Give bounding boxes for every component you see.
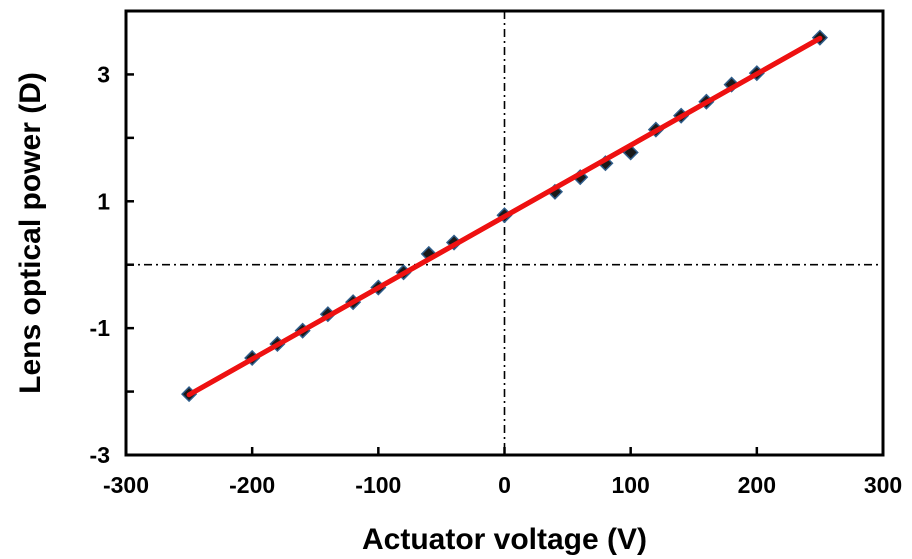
y-tick-label: -1 [90, 315, 111, 341]
x-tick-label: 300 [864, 472, 902, 498]
y-tick-labels: -3 -1 1 3 [90, 61, 111, 468]
x-axis-title: Actuator voltage (V) [362, 523, 647, 556]
x-tick-label: 0 [498, 472, 511, 498]
x-tick-labels: -300 -200 -100 0 100 200 300 [103, 472, 902, 498]
y-tick-label: 3 [97, 61, 110, 87]
axis-ticks [124, 73, 885, 457]
x-tick-label: -300 [103, 472, 149, 498]
linear-fit-line [186, 35, 823, 398]
linear-fit-line-overlay [186, 35, 823, 398]
x-tick-label: -200 [229, 472, 275, 498]
x-tick-label: -100 [355, 472, 401, 498]
reference-lines [126, 11, 883, 455]
x-tick-label: 100 [611, 472, 649, 498]
y-tick-label: 1 [97, 188, 110, 214]
y-tick-label: -3 [90, 442, 110, 468]
y-axis-title: Lens optical power (D) [14, 72, 47, 394]
x-tick-label: 200 [738, 472, 776, 498]
